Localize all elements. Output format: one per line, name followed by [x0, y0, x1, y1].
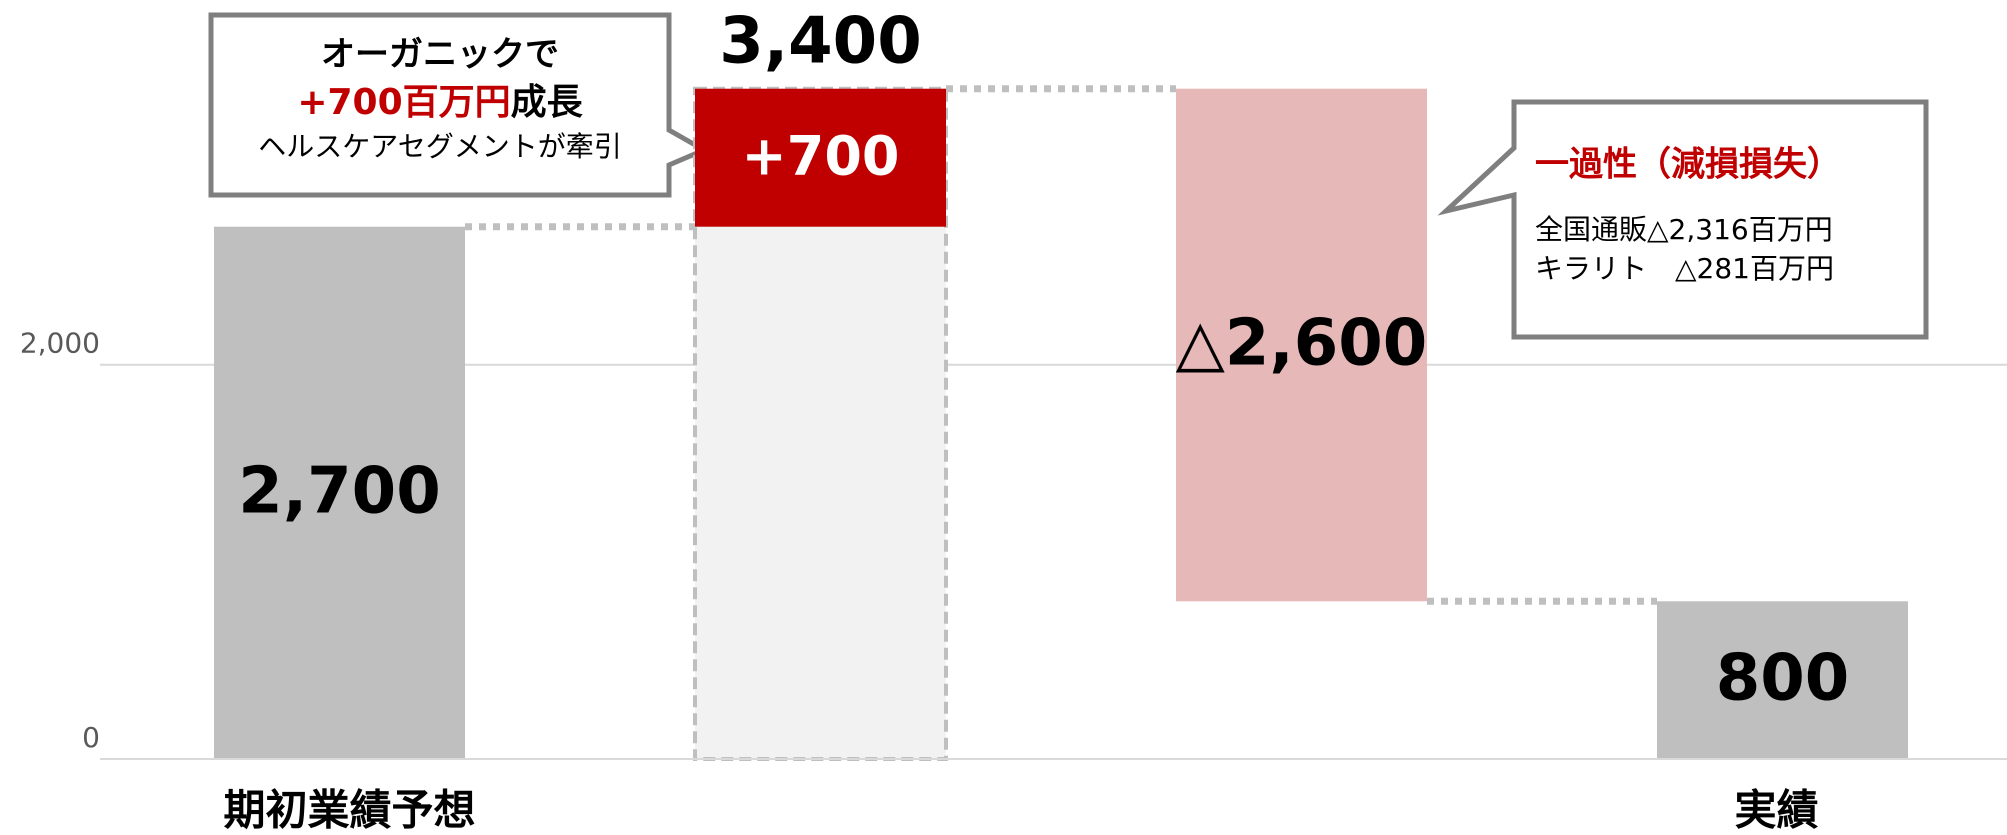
- subtotal-label: 3,400: [719, 4, 921, 78]
- callout-box: [208, 12, 710, 198]
- callout-text: 成長: [511, 82, 584, 123]
- callout-right: 一過性（減損損失） 全国通販△2,316百万円 キラリト △281百万円: [1437, 99, 1929, 340]
- callout-left: オーガニックで +700百万円成長 ヘルスケアセグメントが牽引: [208, 12, 710, 198]
- callout-text: オーガニックで: [321, 35, 559, 75]
- bar: [1176, 88, 1427, 602]
- callout-box: [1437, 99, 1929, 340]
- bar: [1657, 601, 1908, 759]
- y-tick-label: 0: [82, 721, 100, 754]
- x-tick-label: 実績: [1734, 786, 1818, 835]
- value-label: +700: [742, 124, 900, 187]
- callout-highlight: +700百万円: [297, 82, 510, 123]
- value-label: 2,700: [238, 454, 440, 528]
- value-label: △2,600: [1176, 307, 1428, 381]
- value-label: 800: [1716, 642, 1850, 716]
- callout-title: 一過性（減損損失）: [1535, 145, 1841, 185]
- callout-text: +700百万円成長: [297, 82, 583, 123]
- bar: [695, 88, 946, 227]
- callout-text: 全国通販△2,316百万円: [1535, 213, 1833, 246]
- callout-text: キラリト △281百万円: [1535, 252, 1834, 285]
- callout-text: ヘルスケアセグメントが牽引: [258, 130, 621, 163]
- x-tick-label: 期初業績予想: [223, 786, 475, 835]
- bar: [214, 226, 465, 759]
- y-tick-label: 2,000: [20, 327, 100, 360]
